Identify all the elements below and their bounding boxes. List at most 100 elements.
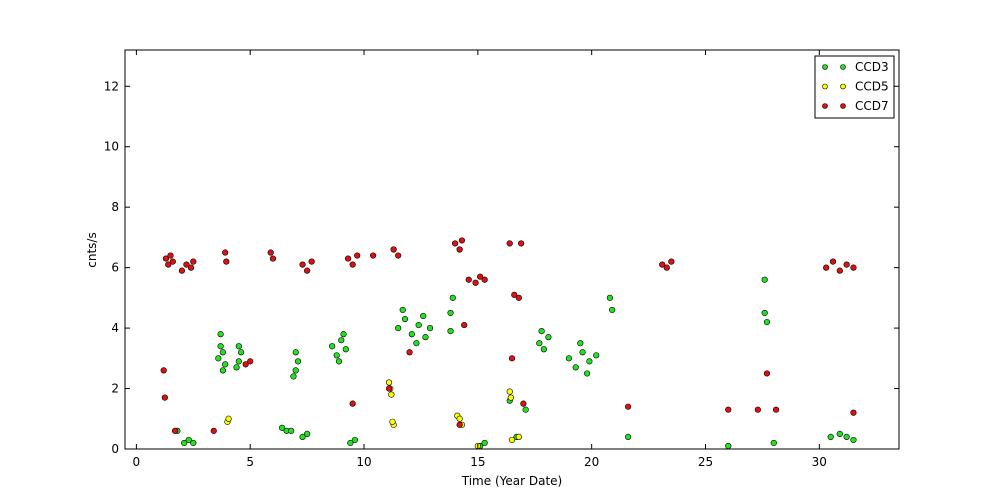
point: [761, 276, 768, 283]
point: [518, 240, 525, 247]
point: [267, 249, 274, 256]
point: [222, 249, 229, 256]
point: [606, 294, 613, 301]
point: [668, 258, 675, 265]
x-axis-label: Time (Year Date): [461, 474, 562, 488]
point: [389, 418, 396, 425]
legend: CCD3 CCD5 CCD7: [814, 55, 895, 119]
point: [292, 367, 299, 374]
y-tick-label: 8: [111, 200, 119, 214]
point: [609, 306, 616, 314]
point: [190, 258, 197, 265]
point: [850, 409, 857, 416]
x-tick-label: 0: [133, 455, 141, 469]
point: [278, 424, 286, 431]
point: [399, 306, 406, 314]
point: [299, 433, 306, 441]
point: [217, 343, 224, 350]
point: [349, 261, 356, 268]
point: [235, 343, 242, 350]
point: [308, 258, 315, 265]
point: [408, 331, 415, 338]
point: [772, 406, 780, 413]
legend-marker: [822, 83, 828, 90]
point: [351, 436, 359, 444]
point: [235, 358, 242, 365]
legend-marker: [840, 64, 846, 70]
point: [577, 340, 584, 347]
y-axis-label: cnts/s: [85, 232, 99, 267]
legend-label: CCD3: [855, 60, 889, 74]
point: [456, 246, 463, 253]
point: [843, 261, 850, 268]
point: [506, 240, 513, 247]
point: [545, 334, 552, 341]
point: [219, 349, 226, 356]
y-tick-label: 10: [104, 140, 119, 154]
point: [586, 358, 593, 365]
point: [624, 433, 632, 441]
point: [725, 442, 732, 450]
x-tick-label: 20: [584, 455, 599, 469]
point: [422, 334, 429, 341]
point: [823, 264, 830, 271]
point: [477, 273, 484, 280]
point: [770, 439, 777, 447]
legend-label: CCD5: [855, 80, 889, 94]
point: [294, 358, 302, 365]
point: [465, 276, 472, 283]
point: [538, 328, 545, 335]
point: [506, 388, 513, 395]
point: [836, 430, 843, 437]
point: [215, 355, 222, 362]
plot-frame: [124, 49, 900, 450]
point: [210, 427, 217, 434]
point: [836, 267, 843, 274]
point: [540, 346, 547, 353]
point: [663, 264, 670, 271]
point: [335, 358, 343, 365]
point: [572, 364, 579, 371]
point: [222, 361, 229, 368]
point: [406, 349, 413, 356]
point: [449, 294, 456, 301]
x-tick-label: 30: [812, 455, 827, 469]
y-tick-label: 2: [111, 382, 119, 396]
point: [508, 355, 516, 362]
point: [344, 255, 352, 262]
point: [426, 324, 434, 332]
point: [447, 309, 454, 317]
point: [167, 252, 174, 259]
point: [225, 415, 232, 422]
point: [171, 427, 179, 434]
point: [181, 439, 188, 447]
y-tick-label: 12: [104, 79, 119, 93]
point: [370, 252, 377, 259]
point: [763, 318, 771, 326]
point: [511, 291, 518, 298]
point: [754, 406, 761, 413]
point: [725, 406, 732, 413]
plot-area: [160, 237, 857, 450]
point: [415, 321, 422, 329]
point: [338, 337, 345, 344]
point: [584, 370, 591, 377]
point: [565, 355, 573, 362]
legend-box: [814, 55, 895, 119]
point: [385, 379, 393, 386]
point: [472, 279, 479, 286]
point: [401, 315, 409, 323]
y-tick-label: 0: [111, 442, 119, 456]
point: [507, 394, 514, 401]
point: [333, 352, 340, 359]
point: [354, 252, 361, 259]
point: [329, 343, 336, 350]
point: [520, 400, 527, 407]
x-tick-label: 25: [698, 455, 713, 469]
point: [385, 385, 393, 392]
point: [420, 312, 427, 320]
point: [349, 400, 356, 407]
point: [447, 328, 454, 335]
point: [185, 436, 192, 444]
point: [288, 427, 295, 434]
